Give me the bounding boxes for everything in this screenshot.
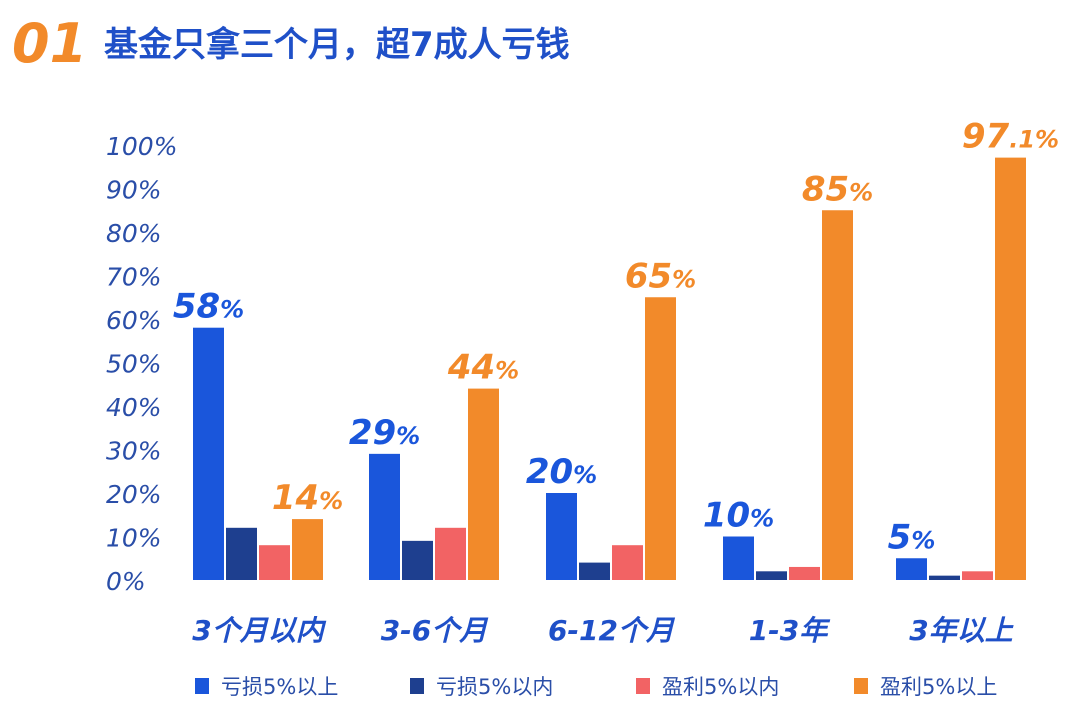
- y-tick-label: 50%: [106, 350, 162, 379]
- legend-label: 亏损5%以内: [436, 675, 553, 699]
- x-category-label: 6-12个月: [548, 614, 676, 647]
- bar: [612, 545, 643, 580]
- legend-swatch: [636, 678, 650, 694]
- bar: [369, 453, 400, 580]
- bar: [789, 566, 820, 580]
- bar: [546, 493, 577, 580]
- bar: [435, 527, 466, 580]
- y-tick-label: 40%: [106, 393, 162, 422]
- y-tick-label: 90%: [106, 176, 162, 205]
- bar: [579, 562, 610, 580]
- y-tick-label: 20%: [106, 480, 162, 509]
- bars-group: [193, 157, 1026, 581]
- y-tick-label: 70%: [106, 263, 162, 292]
- x-category-label: 3年以上: [909, 614, 1013, 647]
- data-label: 44%: [447, 348, 519, 388]
- legend-label: 亏损5%以上: [221, 675, 338, 699]
- data-label: 5%: [888, 517, 936, 557]
- legend-swatch: [410, 678, 424, 694]
- data-label: 85%: [802, 169, 873, 209]
- x-axis: 3个月以内 3-6个月 6-12个月 1-3年 3年以上: [192, 614, 1013, 647]
- bar: [645, 297, 676, 580]
- y-tick-label: 10%: [106, 524, 162, 553]
- data-label: 14%: [272, 478, 343, 518]
- bar: [723, 536, 754, 580]
- legend-label: 盈利5%以上: [880, 675, 997, 699]
- bar: [226, 527, 257, 580]
- y-tick-label: 100%: [106, 132, 177, 161]
- y-tick-label: 30%: [106, 437, 162, 466]
- legend-label: 盈利5%以内: [662, 675, 779, 699]
- y-tick-label: 60%: [106, 306, 162, 335]
- y-tick-label: 0%: [106, 567, 146, 596]
- bar: [259, 545, 290, 580]
- bar: [962, 571, 993, 580]
- data-label: 20%: [526, 452, 597, 492]
- bar: [193, 327, 224, 580]
- bar: [929, 575, 960, 580]
- legend-swatch: [195, 678, 209, 694]
- data-label: 29%: [349, 413, 420, 453]
- x-category-label: 3-6个月: [381, 614, 490, 647]
- legend-swatch: [854, 678, 868, 694]
- data-label: 10%: [703, 496, 774, 536]
- y-axis: 0% 10% 20% 30% 40% 50% 60% 70% 80% 90% 100%: [106, 132, 177, 596]
- bar: [292, 519, 323, 580]
- bar: [822, 210, 853, 580]
- data-labels-group: 58% 14%29% 44% 20% 65% 10% 85% 5% 97.1%: [173, 117, 1059, 558]
- x-category-label: 3个月以内: [192, 614, 326, 647]
- bar: [896, 558, 927, 580]
- bar: [468, 388, 499, 580]
- legend: 亏损5%以上 亏损5%以内 盈利5%以内 盈利5%以上: [195, 675, 997, 699]
- heading-number: 01: [12, 12, 87, 75]
- heading-title: 基金只拿三个月，超7成人亏钱: [104, 25, 570, 65]
- y-tick-label: 80%: [106, 219, 162, 248]
- data-label: 65%: [625, 256, 696, 296]
- bar: [402, 540, 433, 580]
- bar: [995, 157, 1026, 581]
- data-label: 97.1%: [962, 117, 1059, 157]
- bar: [756, 571, 787, 580]
- data-label: 58%: [173, 287, 244, 327]
- x-category-label: 1-3年: [749, 614, 832, 647]
